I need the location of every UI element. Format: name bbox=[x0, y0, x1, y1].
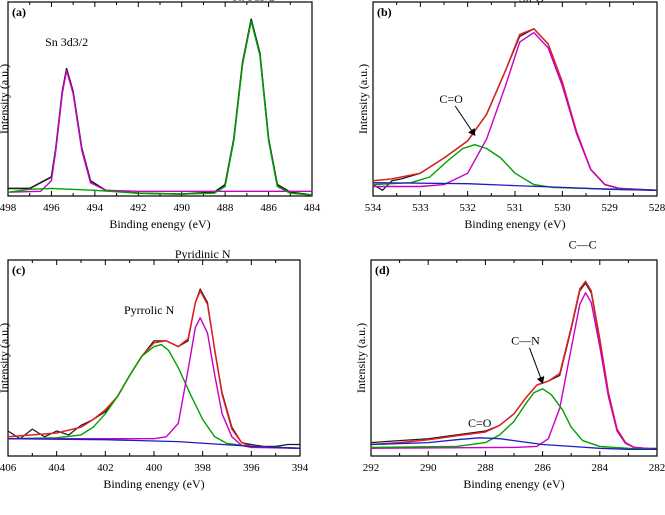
series-line-2 bbox=[7, 20, 313, 196]
x-tick-label: 292 bbox=[363, 462, 380, 474]
peak-annotation: C=O bbox=[439, 92, 463, 106]
series-line-2 bbox=[370, 292, 658, 450]
x-tick-label: 286 bbox=[534, 462, 551, 474]
panel-d: 292 290 288 286 284 282 Binding enengy (eV) Int… bbox=[354, 238, 665, 491]
panel-b: 534 533 532 531 530 529 528 Binding enengy (eV)… bbox=[356, 0, 665, 231]
y-axis-label: Intensity (a.u.) bbox=[0, 64, 11, 134]
y-axis-label: Intensity (a.u.) bbox=[356, 64, 370, 134]
x-tick-label: 288 bbox=[477, 462, 494, 474]
x-tick-label: 498 bbox=[0, 202, 17, 214]
panel-label: (d) bbox=[375, 263, 390, 277]
x-axis-label: Binding enengy (eV) bbox=[464, 217, 565, 231]
series-line-0 bbox=[370, 282, 658, 449]
series-line-1 bbox=[370, 280, 658, 451]
x-tick-label: 529 bbox=[601, 202, 618, 214]
peak-annotation: Pyridinic N bbox=[175, 247, 231, 261]
peak-annotation: C—C bbox=[569, 238, 597, 252]
x-axis-label: Binding enengy (eV) bbox=[109, 217, 210, 231]
x-tick-label: 494 bbox=[87, 202, 104, 214]
series-line-1 bbox=[7, 290, 301, 450]
x-tick-label: 398 bbox=[194, 462, 211, 474]
x-tick-label: 484 bbox=[304, 202, 321, 214]
panel-label: (b) bbox=[377, 5, 392, 19]
series-line-0 bbox=[372, 28, 658, 191]
x-tick-label: 530 bbox=[554, 202, 571, 214]
series-line-1 bbox=[372, 28, 658, 192]
peak-annotation: Sn-O bbox=[519, 0, 545, 5]
x-tick-label: 396 bbox=[243, 462, 260, 474]
x-tick-label: 490 bbox=[173, 202, 190, 214]
peak-annotation: C—N bbox=[511, 334, 540, 348]
series-line-4 bbox=[372, 182, 658, 191]
x-tick-label: 404 bbox=[48, 462, 65, 474]
x-tick-label: 406 bbox=[0, 462, 17, 474]
y-axis-label: Intensity (a.u.) bbox=[354, 323, 368, 393]
series-line-2 bbox=[372, 31, 658, 191]
peak-annotation: Sn 3d5/2 bbox=[232, 0, 275, 3]
y-axis-label: Intensity (a.u.) bbox=[0, 323, 11, 393]
x-tick-label: 486 bbox=[260, 202, 277, 214]
x-tick-label: 496 bbox=[43, 202, 60, 214]
x-tick-label: 533 bbox=[412, 202, 429, 214]
x-tick-label: 528 bbox=[649, 202, 665, 214]
series-line-4 bbox=[370, 437, 658, 450]
x-axis-label: Binding enengy (eV) bbox=[103, 477, 204, 491]
x-tick-label: 290 bbox=[420, 462, 437, 474]
x-tick-label: 532 bbox=[459, 202, 476, 214]
peak-annotation: C=O bbox=[468, 416, 492, 430]
x-tick-label: 402 bbox=[97, 462, 114, 474]
x-tick-label: 284 bbox=[592, 462, 609, 474]
panel-label: (c) bbox=[12, 263, 25, 277]
x-tick-label: 492 bbox=[130, 202, 147, 214]
x-axis-label: Binding enengy (eV) bbox=[463, 477, 564, 491]
x-tick-label: 400 bbox=[146, 462, 163, 474]
annotation-arrow bbox=[454, 105, 476, 137]
plot-frame bbox=[370, 259, 658, 457]
plot-frame bbox=[7, 259, 301, 457]
series-line-4 bbox=[7, 438, 301, 449]
peak-annotation: Sn 3d3/2 bbox=[45, 35, 88, 49]
x-tick-label: 394 bbox=[292, 462, 309, 474]
panel-c: 406 404 402 400 398 396 394 Binding enengy (eV)… bbox=[0, 247, 309, 491]
x-tick-label: 531 bbox=[507, 202, 524, 214]
series-line-1 bbox=[7, 69, 313, 193]
x-tick-label: 488 bbox=[217, 202, 234, 214]
panel-label: (a) bbox=[12, 5, 26, 19]
series-line-3 bbox=[370, 388, 658, 450]
series-line-3 bbox=[7, 317, 301, 449]
annotation-arrow bbox=[528, 347, 545, 384]
panel-a: 498 496 494 492 490 488 486 484 Binding enengy (… bbox=[0, 0, 321, 231]
x-tick-label: 534 bbox=[365, 202, 382, 214]
peak-annotation: Pyrrolic N bbox=[124, 303, 175, 317]
x-tick-label: 282 bbox=[649, 462, 665, 474]
series-line-2 bbox=[7, 343, 301, 449]
plot-frame bbox=[372, 1, 658, 197]
